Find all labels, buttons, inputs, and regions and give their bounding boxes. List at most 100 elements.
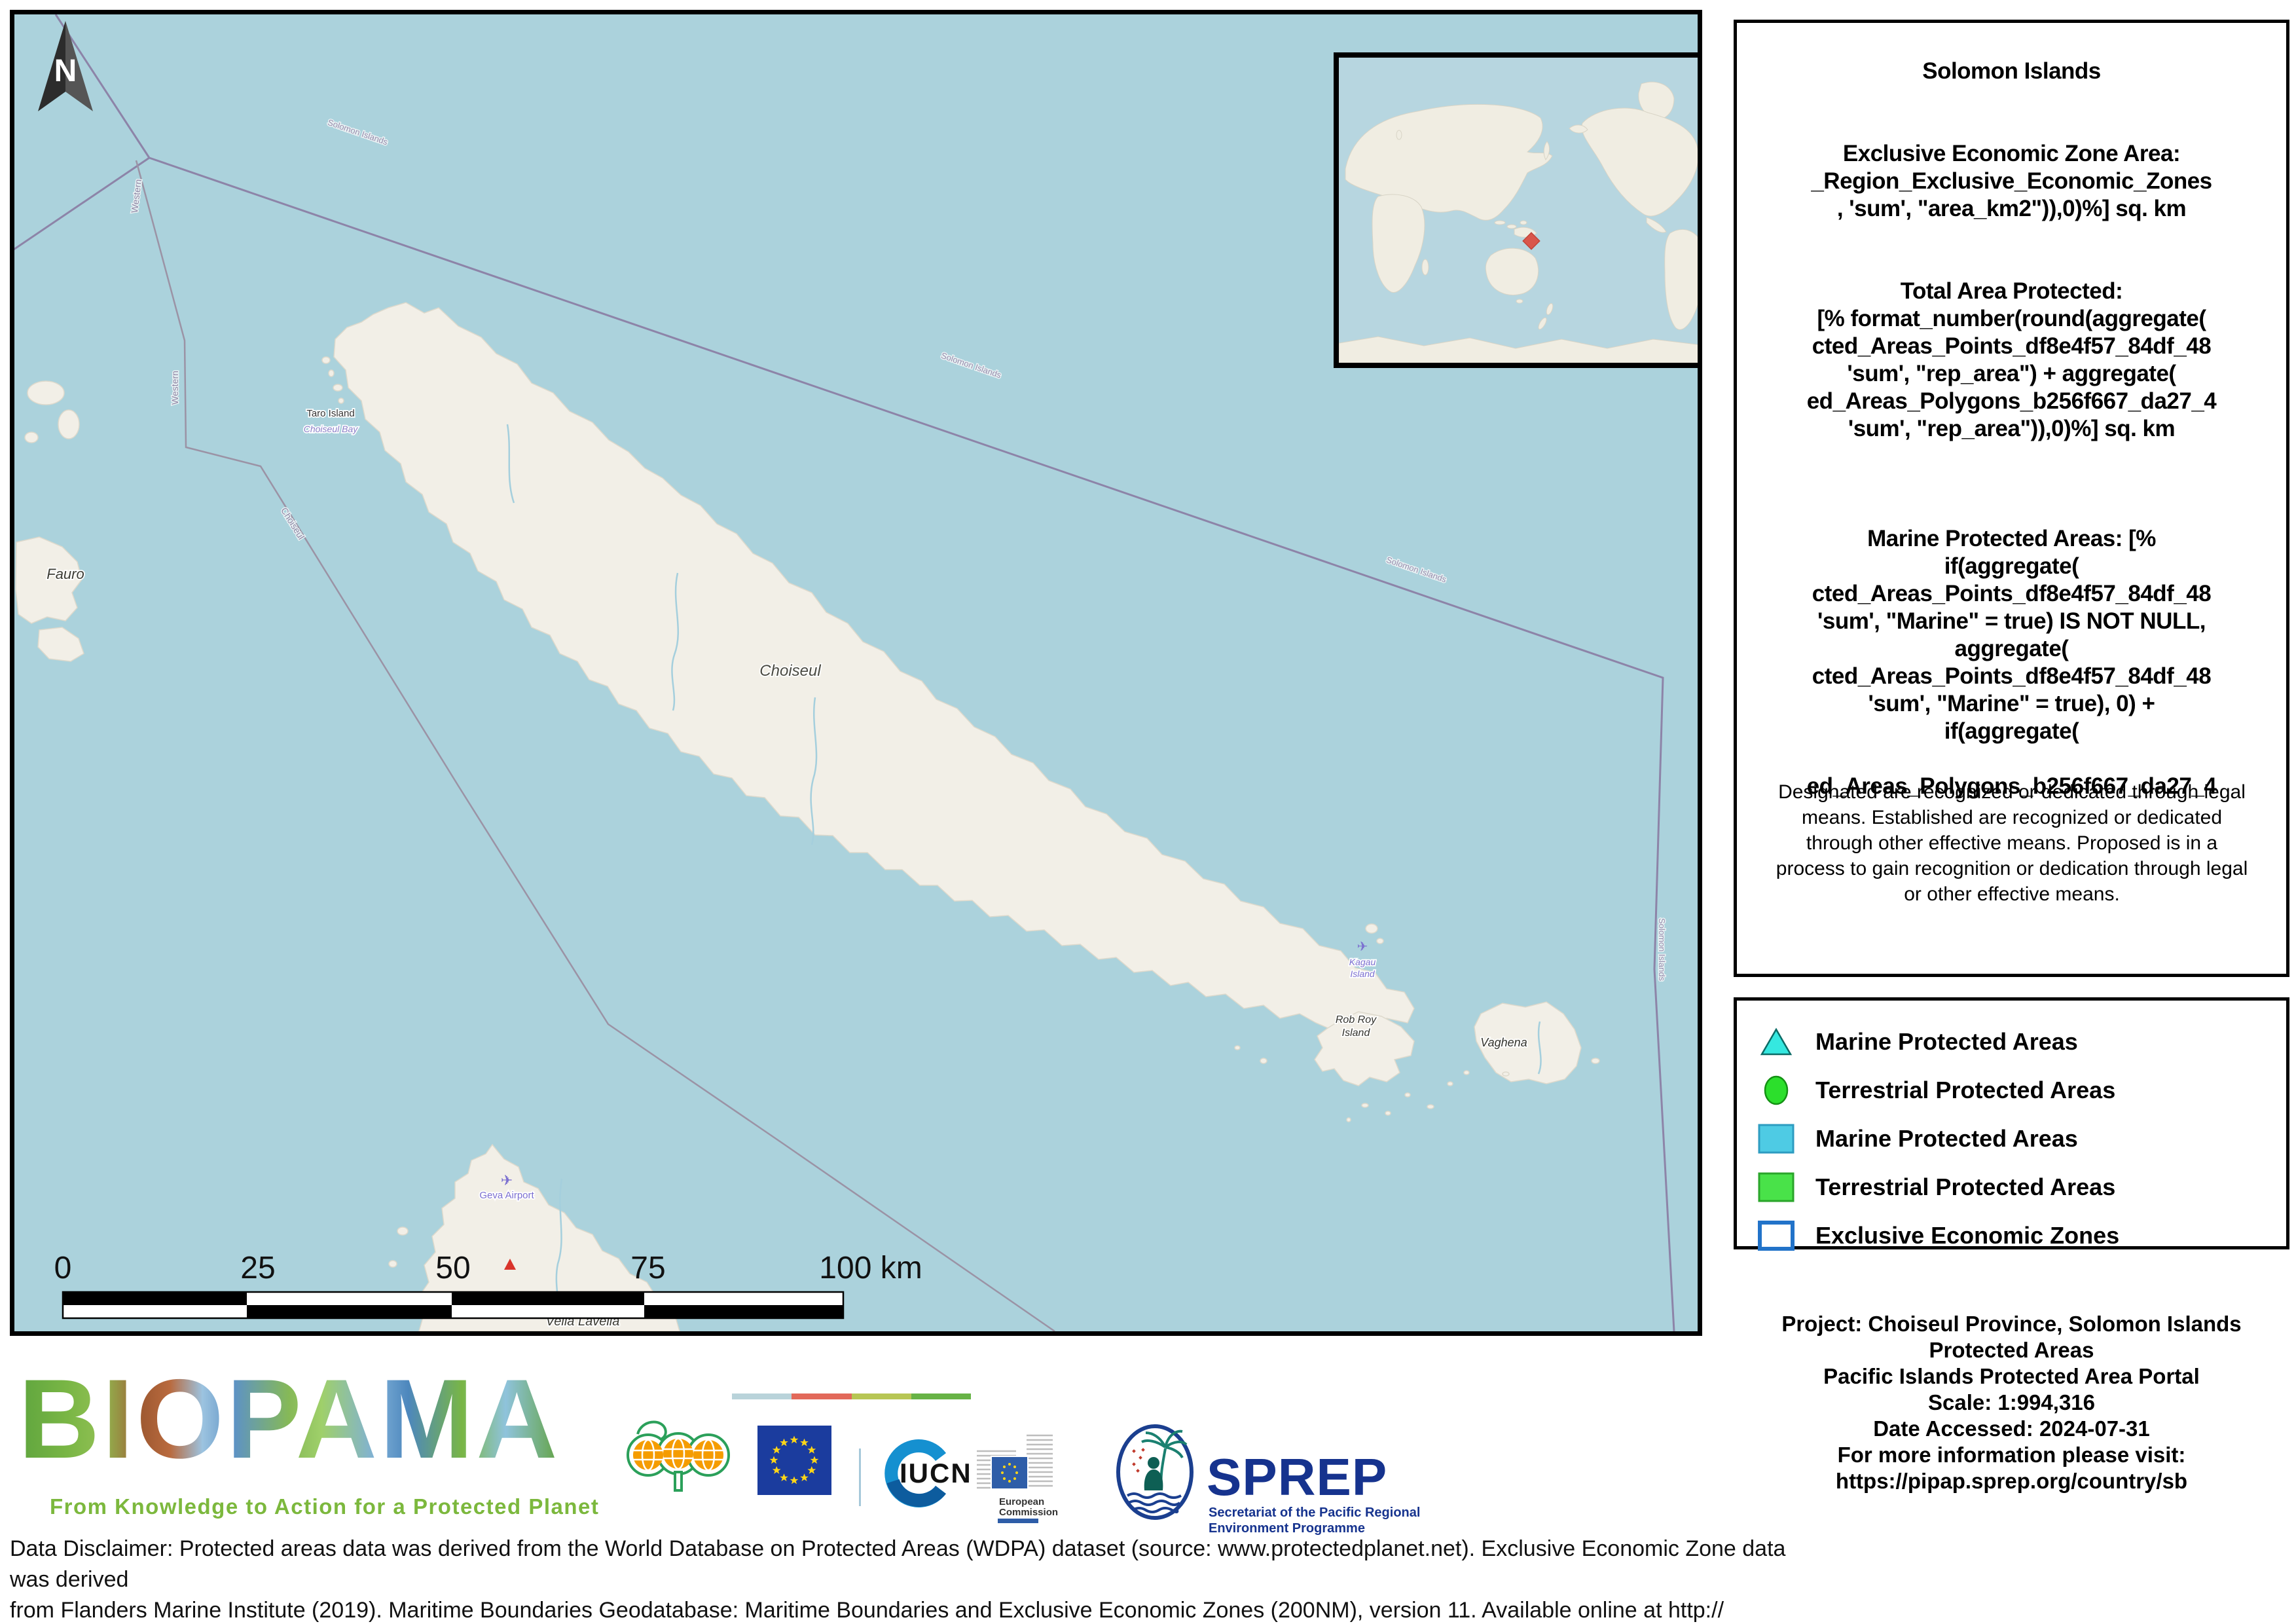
label-kagau: Kagau <box>1349 957 1376 967</box>
acp-logo <box>623 1413 735 1495</box>
info-expression-line: if(aggregate( <box>1944 553 2079 579</box>
disclaimer-line: Data Disclaimer: Protected areas data wa… <box>10 1536 1786 1561</box>
eez-boundary-lines <box>14 14 1675 1331</box>
info-expression-line: , 'sum', "area_km2")),0)%] sq. km <box>1836 196 2187 221</box>
marine-protected-area-point-icon <box>1737 1025 1815 1059</box>
vella-lavella-island <box>418 1143 680 1331</box>
islet <box>1234 1045 1241 1050</box>
taro-islet <box>338 397 344 404</box>
landmass-group <box>15 302 1600 1331</box>
legend-row-marine-points: Marine Protected Areas <box>1737 1018 2286 1066</box>
eu-flag-logo <box>757 1426 831 1498</box>
islet <box>1502 1071 1510 1077</box>
label-choiseul: Choiseul <box>759 662 821 680</box>
vaghena-island <box>1474 1001 1582 1084</box>
eez-label: Solomon Islands <box>1385 555 1448 585</box>
rob-roy-island <box>1314 1011 1415 1086</box>
info-expression-line: ed_Areas_Polygons_b256f667_da27_4 <box>1806 773 2217 799</box>
info-expression-line: 'sum', "Marine" = true), 0) + <box>1868 691 2155 716</box>
marine-protected-area-polygon-icon <box>1737 1122 1815 1156</box>
volcano-marker <box>504 1259 516 1270</box>
exclusive-economic-zone-icon <box>1737 1219 1815 1253</box>
eez-area-heading: Exclusive Economic Zone Area: <box>1842 141 2181 166</box>
sprep-subtitle: Secretariat of the Pacific Regional Envi… <box>1209 1505 1420 1536</box>
info-expression-line: 'sum', "rep_area") + aggregate( <box>1847 361 2176 386</box>
ec-text-line2: Commission <box>999 1507 1058 1518</box>
terrestrial-protected-area-polygon-icon <box>1737 1170 1815 1204</box>
fauro-island <box>15 536 82 624</box>
iucn-text: IUCN <box>900 1458 972 1488</box>
rivers-group <box>506 424 1542 1320</box>
label-choiseul-bay: Choiseul Bay <box>304 424 358 434</box>
more-info-text: For more information please visit: <box>1837 1443 2186 1467</box>
info-expression-line: cted_Areas_Points_df8e4f57_84df_48 <box>1812 581 2212 606</box>
project-title: Protected Areas <box>1929 1338 2094 1362</box>
islet <box>388 1260 397 1268</box>
scale-tick: 0 <box>54 1251 72 1285</box>
kagau-island-shape <box>1365 923 1378 934</box>
islet <box>1404 1092 1411 1098</box>
eez-label: Solomon Islands <box>1657 918 1667 982</box>
info-expression-line: 'sum', "Marine" = true) IS NOT NULL, <box>1817 608 2206 634</box>
islet <box>1346 1117 1351 1122</box>
taro-islet <box>333 384 343 392</box>
legend-row-marine-polygons: Marine Protected Areas <box>1737 1115 2286 1163</box>
islet <box>1427 1104 1434 1109</box>
islet <box>1447 1081 1453 1086</box>
sprep-subtitle-line2: Environment Programme <box>1209 1521 1365 1536</box>
disclaimer-line: from Flanders Marine Institute (2019). M… <box>10 1598 1724 1623</box>
inset-continents <box>1339 81 1698 363</box>
portal-name: Pacific Islands Protected Area Portal <box>1823 1364 2200 1388</box>
island <box>24 432 39 443</box>
data-disclaimer: Data Disclaimer: Protected areas data wa… <box>10 1534 2288 1624</box>
date-accessed: Date Accessed: 2024-07-31 <box>1873 1416 2150 1441</box>
location-marker <box>1522 232 1540 250</box>
legend-label: Terrestrial Protected Areas <box>1815 1173 2116 1200</box>
map-scale: Scale: 1:994,316 <box>1927 1390 2096 1414</box>
island <box>27 380 65 405</box>
label-taro-island: Taro Island <box>306 408 354 419</box>
islet <box>1376 938 1384 944</box>
label-rob-roy: Island <box>1342 1027 1371 1039</box>
taro-islet <box>321 356 331 364</box>
label-geva-airport: Geva Airport <box>479 1190 534 1201</box>
info-expression-line: cted_Areas_Points_df8e4f57_84df_48 <box>1812 663 2212 689</box>
legend-label: Exclusive Economic Zones <box>1815 1222 2120 1249</box>
biopama-tagline: From Knowledge to Action for a Protected… <box>50 1494 600 1519</box>
label-fauro: Fauro <box>46 566 84 582</box>
islet <box>397 1227 409 1236</box>
islet <box>1260 1058 1267 1064</box>
main-map: Western Western Choiseul Solomon Islands… <box>10 10 1702 1336</box>
info-expression-line: [% format_number(round(aggregate( <box>1817 306 2206 331</box>
scale-bar: 0 25 50 75 100 km <box>54 1251 922 1320</box>
label-rob-roy: Rob Roy <box>1336 1014 1377 1025</box>
boundary-label-western: Western <box>170 371 180 405</box>
ec-text-line1: European <box>999 1496 1044 1507</box>
logo-divider <box>859 1449 861 1506</box>
info-title: Solomon Islands <box>1922 58 2101 84</box>
marine-areas-heading: Marine Protected Areas: [% <box>1867 526 2156 551</box>
info-panel-lines: Solomon Islands Exclusive Economic Zone … <box>1737 58 2286 800</box>
legend-label: Marine Protected Areas <box>1815 1125 2078 1152</box>
islet <box>1591 1058 1600 1064</box>
terrestrial-protected-area-point-icon <box>1737 1073 1815 1107</box>
place-labels: Choiseul Taro Island Choiseul Bay Fauro … <box>46 407 1529 1330</box>
european-commission-logo: European Commission <box>975 1429 1080 1527</box>
legend-row-eez: Exclusive Economic Zones <box>1737 1211 2286 1260</box>
label-vaghena: Vaghena <box>1480 1036 1527 1049</box>
legend-row-terrestrial-points: Terrestrial Protected Areas <box>1737 1066 2286 1115</box>
eez-label: Solomon Islands <box>327 117 390 147</box>
biopama-logo: BIOPAMA <box>18 1356 560 1482</box>
choiseul-island <box>333 302 1415 1032</box>
airport-icon: ✈ <box>1357 940 1368 954</box>
boundary-label-choiseul: Choiseul <box>279 506 306 542</box>
info-expression-line: if(aggregate( <box>1944 718 2079 744</box>
north-arrow-label: N <box>54 54 77 88</box>
inset-canvas <box>1339 58 1698 363</box>
project-info: Project: Choiseul Province, Solomon Isla… <box>1734 1311 2289 1494</box>
sprep-emblem <box>1113 1422 1201 1527</box>
disclaimer-line: was derived <box>10 1567 129 1592</box>
legend-label: Terrestrial Protected Areas <box>1815 1077 2116 1103</box>
province-boundary-line <box>135 160 1055 1331</box>
